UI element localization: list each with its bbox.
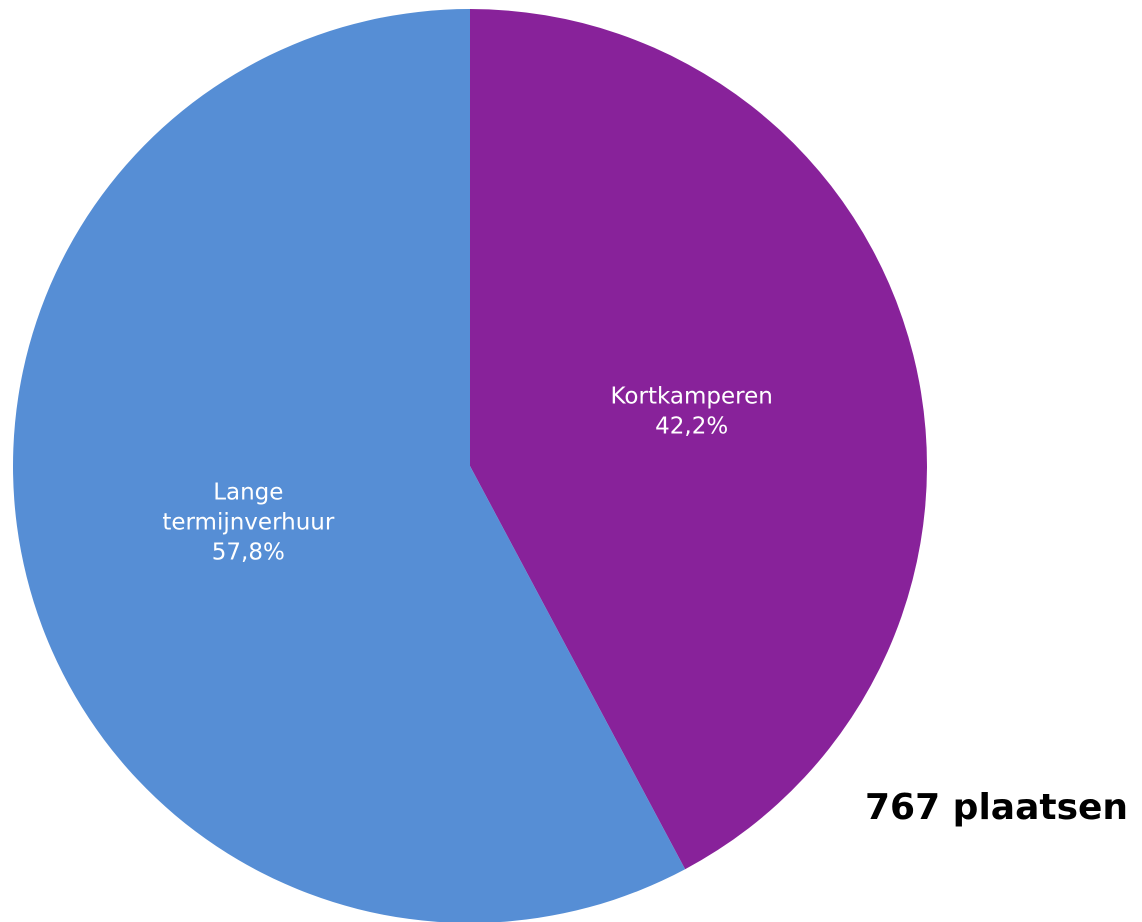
pie-label-kortkamperen: Kortkamperen 42,2%: [611, 384, 773, 440]
total-places-annotation: 767 plaatsen: [865, 787, 1129, 828]
pie-slice-kortkamperen: [470, 9, 928, 870]
pie-slice-lange-termijnverhuur: [13, 9, 686, 922]
pie-label-lange-termijnverhuur: Lange termijnverhuur 57,8%: [162, 479, 335, 565]
pie-category-label: termijnverhuur: [162, 509, 335, 535]
pie-value-label: 57,8%: [212, 539, 285, 565]
pie-category-label: Kortkamperen: [611, 384, 773, 410]
pie-category-label: Lange: [213, 479, 283, 505]
pie-value-label: 42,2%: [655, 414, 728, 440]
